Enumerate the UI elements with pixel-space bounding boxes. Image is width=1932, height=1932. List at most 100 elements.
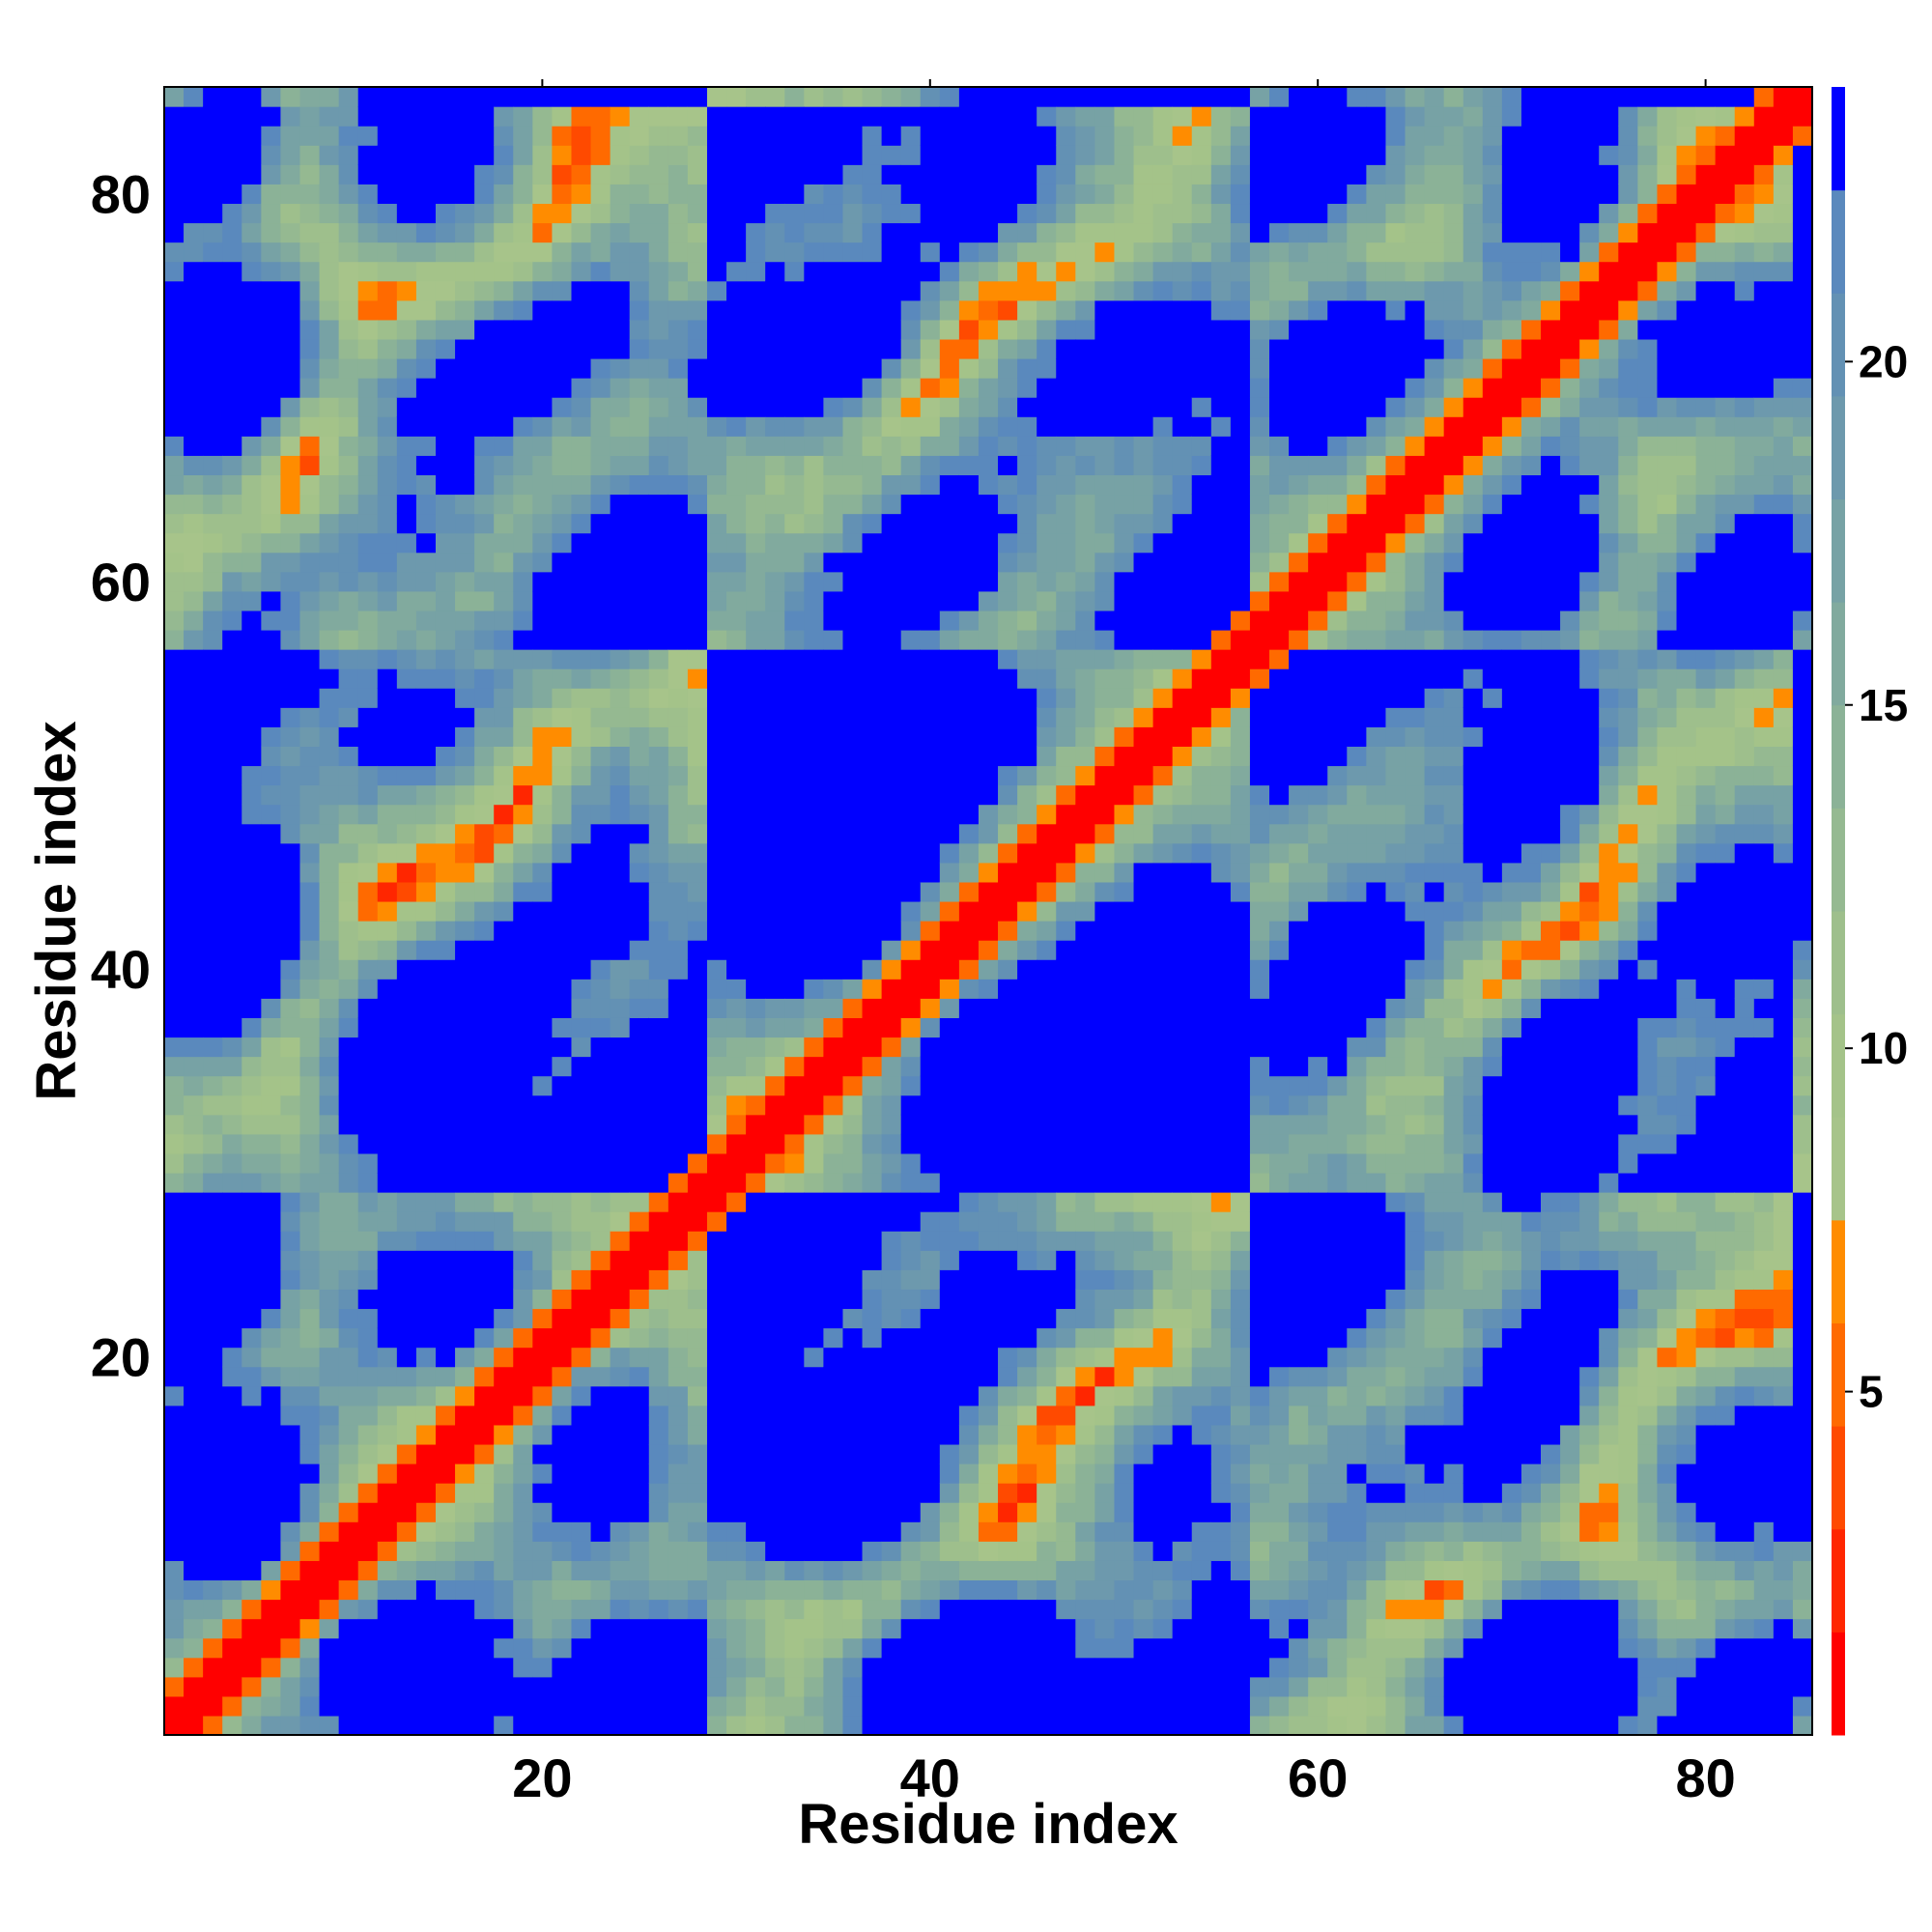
heatmap-cell — [1269, 688, 1290, 708]
heatmap-cell — [1191, 338, 1212, 359]
heatmap-cell — [242, 900, 262, 922]
heatmap-cell — [1249, 416, 1270, 437]
heatmap-cell — [862, 1114, 883, 1135]
heatmap-cell — [746, 1560, 766, 1581]
heatmap-cell — [1075, 823, 1095, 844]
heatmap-cell — [746, 1056, 766, 1077]
heatmap-cell — [396, 494, 417, 515]
heatmap-cell — [513, 319, 533, 340]
heatmap-cell — [261, 242, 282, 263]
heatmap-cell — [164, 629, 185, 650]
heatmap-cell — [261, 1269, 282, 1290]
heatmap-cell — [726, 1289, 747, 1310]
heatmap-cell — [765, 668, 785, 689]
heatmap-cell — [435, 1618, 456, 1639]
heatmap-cell — [958, 1114, 980, 1135]
heatmap-cell — [881, 1695, 902, 1717]
heatmap-cell — [357, 726, 379, 747]
heatmap-cell — [1133, 1327, 1154, 1349]
heatmap-cell — [939, 1017, 960, 1038]
heatmap-cell — [610, 1715, 631, 1736]
heatmap-cell — [1269, 1366, 1290, 1387]
heatmap-cell — [939, 900, 960, 922]
heatmap-cell — [571, 1250, 592, 1270]
heatmap-cell — [261, 1133, 282, 1154]
heatmap-cell — [958, 552, 980, 573]
heatmap-cell — [280, 1599, 301, 1620]
heatmap-cell — [1133, 416, 1154, 437]
heatmap-cell — [726, 378, 747, 398]
heatmap-cell — [377, 1541, 398, 1561]
heatmap-cell — [513, 1715, 533, 1736]
heatmap-cell — [765, 299, 785, 321]
heatmap-cell — [1133, 842, 1154, 864]
heatmap-cell — [532, 145, 554, 165]
heatmap-cell — [1191, 1056, 1212, 1077]
heatmap-cell — [881, 436, 902, 456]
heatmap-cell — [435, 436, 456, 456]
heatmap-cell — [494, 242, 514, 263]
heatmap-cell — [862, 1579, 883, 1601]
heatmap-cell — [668, 998, 689, 1018]
heatmap-cell — [319, 921, 340, 941]
heatmap-cell — [455, 881, 475, 902]
heatmap-cell — [1114, 1308, 1135, 1329]
heatmap-cell — [1037, 203, 1057, 224]
heatmap-cell — [1114, 900, 1135, 922]
heatmap-cell — [610, 1172, 631, 1193]
heatmap-cell — [920, 1676, 941, 1697]
heatmap-cell — [474, 1327, 495, 1349]
heatmap-cell — [1133, 494, 1154, 515]
heatmap-cell — [571, 1289, 592, 1310]
heatmap-cell — [746, 707, 766, 727]
heatmap-cell — [900, 1405, 922, 1426]
heatmap-cell — [648, 242, 669, 263]
heatmap-cell — [338, 1443, 359, 1464]
heatmap-cell — [319, 881, 340, 902]
heatmap-cell — [920, 1250, 941, 1270]
heatmap-cell — [862, 184, 883, 205]
heatmap-cell — [299, 222, 321, 243]
heatmap-cell — [900, 862, 922, 883]
heatmap-cell — [435, 1521, 456, 1542]
heatmap-cell — [590, 649, 611, 669]
heatmap-cell — [842, 1502, 864, 1522]
heatmap-cell — [1249, 746, 1270, 767]
heatmap-cell — [532, 900, 554, 922]
heatmap-cell — [978, 494, 999, 515]
heatmap-cell — [687, 378, 708, 398]
heatmap-cell — [261, 1327, 282, 1349]
heatmap-cell — [1037, 513, 1057, 534]
heatmap-cell — [1056, 1637, 1076, 1659]
heatmap-cell — [494, 1308, 514, 1329]
heatmap-cell — [513, 900, 533, 922]
heatmap-cell — [1094, 649, 1116, 669]
heatmap-cell — [1230, 590, 1251, 611]
heatmap-cell — [222, 1094, 242, 1116]
heatmap-cell — [998, 552, 1018, 573]
heatmap-cell — [474, 455, 495, 476]
heatmap-cell — [1037, 1676, 1057, 1697]
heatmap-cell — [1210, 1094, 1232, 1116]
heatmap-cell — [494, 959, 514, 980]
heatmap-cell — [1094, 106, 1116, 127]
heatmap-cell — [920, 1056, 941, 1077]
heatmap-cell — [629, 1405, 650, 1426]
heatmap-cell — [1017, 1075, 1037, 1096]
heatmap-cell — [1230, 1094, 1251, 1116]
heatmap-cell — [1289, 1541, 1309, 1561]
heatmap-cell — [1056, 1231, 1076, 1251]
heatmap-cell — [357, 881, 379, 902]
heatmap-cell — [494, 1483, 514, 1503]
heatmap-cell — [823, 338, 844, 359]
heatmap-cell — [532, 1560, 554, 1581]
heatmap-cell — [978, 184, 999, 205]
heatmap-cell — [842, 1094, 864, 1116]
heatmap-cell — [474, 280, 495, 301]
heatmap-cell — [1133, 1192, 1154, 1212]
heatmap-cell — [1075, 746, 1095, 767]
heatmap-cell — [726, 1424, 747, 1445]
heatmap-cell — [706, 242, 727, 263]
heatmap-cell — [1114, 979, 1135, 999]
heatmap-cell — [222, 1152, 242, 1174]
